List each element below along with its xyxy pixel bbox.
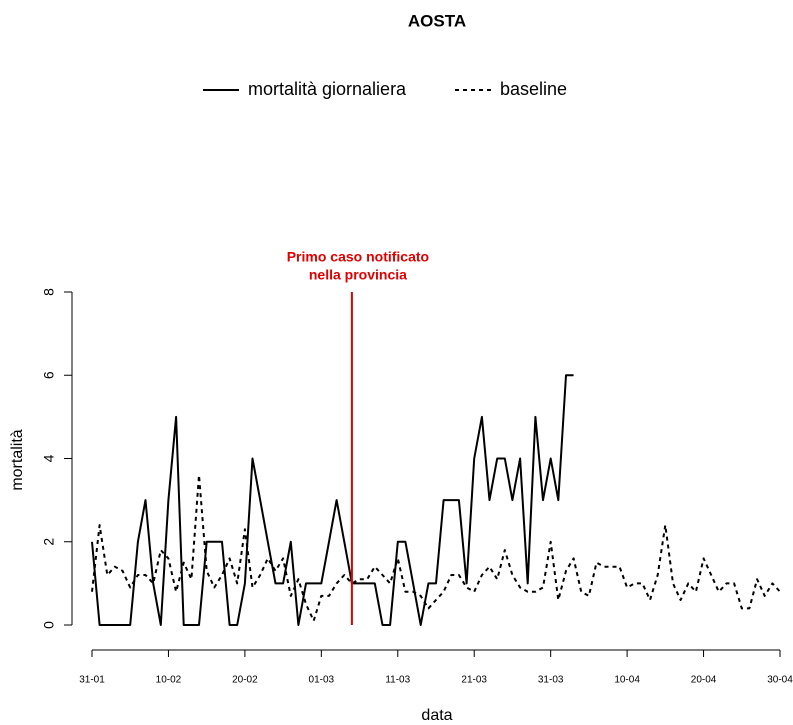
x-axis-label: data xyxy=(421,707,452,724)
x-tick-label: 31-01 xyxy=(79,675,105,686)
y-tick-label: 8 xyxy=(41,288,57,296)
x-tick-label: 20-04 xyxy=(691,675,717,686)
series-line xyxy=(91,374,574,626)
legend-label: baseline xyxy=(500,79,567,99)
legend-label: mortalità giornaliera xyxy=(248,79,407,99)
x-tick-label: 20-02 xyxy=(232,675,258,686)
x-tick-label: 30-04 xyxy=(767,675,793,686)
y-tick-label: 6 xyxy=(41,371,57,379)
event-label: Primo caso notificato xyxy=(287,249,429,265)
y-axis-label: mortalità xyxy=(9,429,26,490)
x-tick-label: 31-03 xyxy=(538,675,564,686)
x-tick-label: 10-02 xyxy=(156,675,182,686)
x-tick-label: 10-04 xyxy=(614,675,640,686)
event-label: nella provincia xyxy=(309,267,407,283)
y-tick-label: 4 xyxy=(41,454,57,462)
y-tick-label: 2 xyxy=(41,538,57,546)
chart-title: AOSTA xyxy=(408,11,466,30)
x-tick-label: 21-03 xyxy=(461,675,487,686)
y-tick-label: 0 xyxy=(41,621,57,629)
series-line xyxy=(91,474,781,622)
x-tick-label: 01-03 xyxy=(309,675,335,686)
x-tick-label: 11-03 xyxy=(385,675,410,686)
